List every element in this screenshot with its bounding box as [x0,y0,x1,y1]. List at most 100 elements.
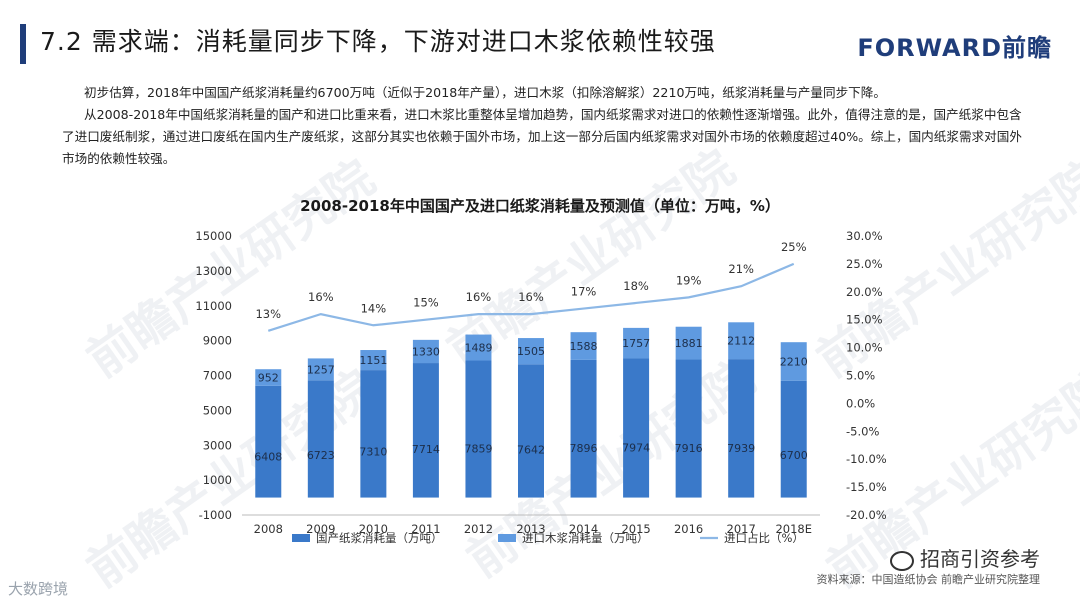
wechat-badge: 招商引资参考 [890,543,1040,572]
x-tick-label: 2015 [621,522,650,536]
page-title: 7.2 需求端：消耗量同步下降，下游对进口木浆依赖性较强 [40,27,716,56]
bar-import-value: 1588 [570,340,598,353]
bar-domestic-value: 7916 [675,442,703,455]
x-tick-label: 2012 [464,522,493,536]
bar-domestic [780,380,807,498]
bar-domestic [412,363,439,498]
wechat-icon [890,550,914,571]
y2-tick-label: -20.0% [846,508,887,522]
bar-import [465,334,492,361]
y-tick-label: 1000 [203,473,232,487]
bar-domestic [675,359,702,498]
line-data-label: 16% [466,290,492,304]
y-tick-label: 15000 [195,229,232,243]
y-tick-label: 3000 [203,438,232,452]
bar-domestic [465,360,492,498]
x-tick-label: 2013 [516,522,545,536]
y2-tick-label: 0.0% [846,396,875,410]
x-tick-label: 2016 [674,522,703,536]
bar-import-value: 1257 [307,363,335,376]
intro-paragraph-2: 从2008-2018年中国纸浆消耗量的国产和进口比重来看，进口木浆比重整体呈增加… [62,107,1022,166]
bar-domestic-value: 7642 [517,444,545,457]
bar-import [675,326,702,360]
y2-tick-label: 30.0% [846,229,883,243]
bar-domestic-value: 6700 [780,449,808,462]
bar-import [307,358,334,381]
bar-import-value: 1489 [464,342,492,355]
line-data-label: 16% [308,290,334,304]
bar-domestic-value: 6408 [254,451,282,464]
bar-domestic-value: 7714 [412,443,440,456]
bar-import [255,369,282,386]
legend-label: 进口木浆消耗量（万吨） [522,531,649,545]
bar-import-value: 952 [258,372,279,385]
y2-tick-label: -15.0% [846,480,887,494]
bar-domestic-value: 7939 [727,442,755,455]
bar-import [728,322,755,360]
y2-tick-label: 20.0% [846,285,883,299]
bar-domestic-value: 6723 [307,449,335,462]
y2-tick-label: 10.0% [846,341,883,355]
line-data-label: 18% [623,279,649,293]
legend-swatch [498,534,516,542]
chart-title: 2008-2018年中国国产及进口纸浆消耗量及预测值（单位：万吨，%） [300,197,780,215]
bar-domestic-value: 7896 [570,442,598,455]
title-accent-bar [20,24,26,64]
bar-domestic-value: 7859 [464,442,492,455]
bar-domestic [360,370,387,498]
y-tick-label: 11000 [195,299,232,313]
y-tick-label: -1000 [199,508,232,522]
line-data-label: 25% [781,240,807,254]
wechat-account-name: 招商引资参考 [920,547,1040,571]
bottom-logo: 大数跨境 [8,580,69,598]
x-tick-label: 2009 [306,522,335,536]
bar-import-value: 1757 [622,337,650,350]
y2-tick-label: 5.0% [846,369,875,383]
legend-swatch [292,534,310,542]
x-tick-label: 2014 [569,522,598,536]
x-tick-label: 2018E [775,522,812,536]
line-data-label: 13% [255,307,281,321]
bar-domestic [728,359,755,498]
bar-domestic [570,359,597,498]
y2-tick-label: 15.0% [846,313,883,327]
line-data-label: 16% [518,290,544,304]
y-tick-label: 13000 [195,264,232,278]
bar-import-value: 2112 [727,335,755,348]
bar-import-value: 2210 [780,355,808,368]
x-tick-label: 2011 [411,522,440,536]
line-data-label: 21% [728,262,754,276]
bar-import [360,350,387,371]
x-tick-label: 2008 [254,522,283,536]
bar-import-value: 1151 [359,354,387,367]
bar-import [780,342,807,381]
bar-import-value: 1505 [517,345,545,358]
bar-import [412,339,439,364]
bar-domestic-value: 7310 [359,445,387,458]
y-tick-label: 5000 [203,403,232,417]
line-data-label: 19% [676,273,702,287]
bar-import [570,332,597,360]
line-data-label: 17% [571,285,597,299]
y-tick-label: 9000 [203,334,232,348]
legend-label: 进口占比（%） [724,531,804,545]
x-tick-label: 2017 [727,522,756,536]
bar-import-value: 1330 [412,345,440,358]
y2-tick-label: 25.0% [846,257,883,271]
y-tick-label: 7000 [203,369,232,383]
bar-domestic [518,364,544,498]
bar-import [623,327,650,359]
brand-logo: FORWARD前瞻 [857,34,1052,62]
source-note: 资料来源：中国造纸协会 前瞻产业研究院整理 [816,573,1041,586]
bar-domestic [255,385,282,498]
line-data-label: 14% [361,301,387,315]
legend-label: 国产纸浆消耗量（万吨） [316,531,443,545]
y2-tick-label: -5.0% [846,424,879,438]
bar-import-value: 1881 [675,337,703,350]
bar-domestic [623,358,650,498]
bar-import [518,338,544,365]
line-import-ratio [267,262,795,332]
bar-domestic [307,380,334,498]
line-data-label: 15% [413,296,439,310]
